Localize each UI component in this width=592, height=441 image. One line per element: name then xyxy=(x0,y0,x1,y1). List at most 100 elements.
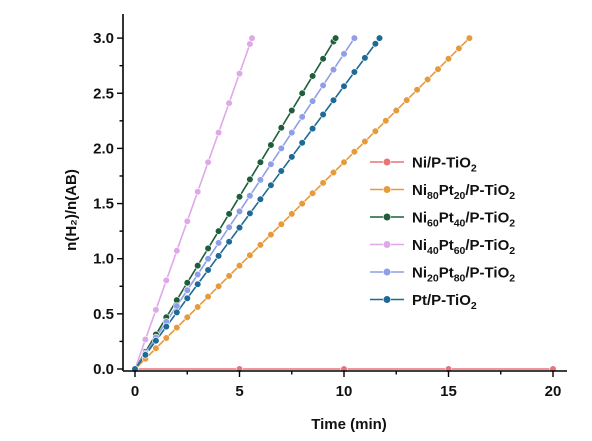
x-tick-label: 15 xyxy=(440,383,457,400)
point-ni80pt20-p-tio2 xyxy=(194,303,202,311)
point-pt-p-tio2 xyxy=(162,323,170,331)
series-line-ni20pt80-p-tio2 xyxy=(134,37,356,370)
point-ni60pt40-p-tio2 xyxy=(256,158,265,166)
legend-label-part: 20 xyxy=(454,190,466,202)
point-ni60pt40-p-tio2 xyxy=(215,227,223,235)
point-ni60pt40-p-tio2 xyxy=(246,175,254,183)
point-ni80pt20-p-tio2 xyxy=(350,148,359,156)
point-pt-p-tio2 xyxy=(204,266,212,274)
point-pt-p-tio2 xyxy=(319,110,327,119)
legend-label-ni-p-tio2: Ni/P-TiO2 xyxy=(412,155,477,175)
y-tick-label: 0.5 xyxy=(93,306,114,323)
legend-label-part: Ni xyxy=(412,265,427,282)
y-tick-label: 1.0 xyxy=(93,251,114,268)
point-ni40pt60-p-tio2 xyxy=(194,188,202,196)
point-ni20pt80-p-tio2 xyxy=(309,97,317,105)
point-ni80pt20-p-tio2 xyxy=(361,137,369,146)
legend-marker-ni20pt80-p-tio2 xyxy=(382,267,392,277)
point-pt-p-tio2 xyxy=(246,209,254,217)
legend-label-pt-p-tio2: Pt/P-TiO2 xyxy=(412,292,477,312)
legend-label-ni80pt20-p-tio2: Ni80Pt20/P-TiO2 xyxy=(412,182,515,202)
point-ni60pt40-p-tio2 xyxy=(235,193,244,201)
point-pt-p-tio2 xyxy=(267,181,275,189)
point-ni60pt40-p-tio2 xyxy=(267,141,275,149)
point-ni80pt20-p-tio2 xyxy=(152,344,160,352)
point-ni80pt20-p-tio2 xyxy=(298,200,306,208)
legend-label-part: 2 xyxy=(471,163,477,175)
point-ni80pt20-p-tio2 xyxy=(424,75,432,84)
point-pt-p-tio2 xyxy=(375,34,384,42)
point-pt-p-tio2 xyxy=(298,139,306,147)
tick-marks: 0 5 10 15 20 0.0 0.5 1.0 1.5 2.0 2.5 3.0 xyxy=(93,30,561,400)
legend-label-part: /P-TiO xyxy=(465,210,509,227)
point-ni80pt20-p-tio2 xyxy=(434,65,442,73)
legend-label-part: /P-TiO xyxy=(465,182,509,199)
point-ni40pt60-p-tio2 xyxy=(152,306,160,314)
y-tick-label: 2.5 xyxy=(93,85,114,102)
point-ni20pt80-p-tio2 xyxy=(235,207,244,215)
point-ni40pt60-p-tio2 xyxy=(162,276,170,285)
legend-marker-ni-p-tio2 xyxy=(382,157,392,167)
point-ni80pt20-p-tio2 xyxy=(392,106,400,115)
legend-label-part: 80 xyxy=(427,190,439,202)
point-pt-p-tio2 xyxy=(152,337,160,345)
point-pt-p-tio2 xyxy=(183,294,191,302)
point-ni20pt80-p-tio2 xyxy=(246,192,254,200)
point-pt-p-tio2 xyxy=(329,96,338,104)
y-tick-label: 0.0 xyxy=(93,361,114,378)
x-axis-title: Time (min) xyxy=(311,416,387,433)
legend-label-part: /P-TiO xyxy=(427,155,471,172)
point-pt-p-tio2 xyxy=(288,153,296,161)
x-tick-label: 0 xyxy=(131,383,139,400)
legend-label-part: /P-TiO xyxy=(465,237,509,254)
point-ni60pt40-p-tio2 xyxy=(309,72,317,80)
point-ni80pt20-p-tio2 xyxy=(277,220,285,228)
point-ni60pt40-p-tio2 xyxy=(319,55,327,63)
y-tick-label: 1.5 xyxy=(93,196,114,213)
x-tick-label: 5 xyxy=(235,383,243,400)
series-line-ni40pt60-p-tio2 xyxy=(134,37,253,370)
point-ni20pt80-p-tio2 xyxy=(350,34,359,42)
point-pt-p-tio2 xyxy=(309,125,317,133)
point-ni80pt20-p-tio2 xyxy=(173,324,181,332)
point-pt-p-tio2 xyxy=(340,82,348,90)
legend-label-part: Ni xyxy=(412,210,427,227)
x-tick-label: 20 xyxy=(545,383,562,400)
point-ni60pt40-p-tio2 xyxy=(288,106,296,115)
point-ni20pt80-p-tio2 xyxy=(256,176,265,184)
point-ni80pt20-p-tio2 xyxy=(215,282,223,290)
point-ni20pt80-p-tio2 xyxy=(183,286,191,294)
point-ni80pt20-p-tio2 xyxy=(183,313,191,321)
point-ni80pt20-p-tio2 xyxy=(413,86,421,94)
point-ni80pt20-p-tio2 xyxy=(403,96,411,104)
point-ni60pt40-p-tio2 xyxy=(204,244,212,252)
point-ni20pt80-p-tio2 xyxy=(204,255,212,263)
point-ni20pt80-p-tio2 xyxy=(267,160,275,168)
point-pt-p-tio2 xyxy=(194,280,202,288)
legend-label-part: 40 xyxy=(427,245,439,257)
legend-label-part: 2 xyxy=(509,245,515,257)
legend-label-part: Pt xyxy=(439,237,454,254)
legend-label-part: Ni xyxy=(412,155,427,172)
point-ni40pt60-p-tio2 xyxy=(235,69,244,78)
point-pt-p-tio2 xyxy=(350,68,359,76)
point-ni80pt20-p-tio2 xyxy=(246,251,254,259)
point-pt-p-tio2 xyxy=(361,54,369,62)
point-ni80pt20-p-tio2 xyxy=(225,272,233,280)
point-pt-p-tio2 xyxy=(256,195,265,203)
point-ni20pt80-p-tio2 xyxy=(319,81,327,89)
point-ni20pt80-p-tio2 xyxy=(298,113,306,121)
point-ni60pt40-p-tio2 xyxy=(332,34,340,42)
point-ni80pt20-p-tio2 xyxy=(444,55,453,63)
point-ni20pt80-p-tio2 xyxy=(194,270,202,279)
point-pt-p-tio2 xyxy=(371,40,380,48)
point-pt-p-tio2 xyxy=(141,351,149,359)
point-ni80pt20-p-tio2 xyxy=(371,127,380,135)
point-ni40pt60-p-tio2 xyxy=(215,129,223,137)
legend-label-part: /P-TiO xyxy=(427,292,471,309)
y-tick-label: 3.0 xyxy=(93,30,114,47)
point-ni80pt20-p-tio2 xyxy=(267,231,275,239)
point-ni40pt60-p-tio2 xyxy=(204,158,212,166)
point-ni20pt80-p-tio2 xyxy=(225,223,233,231)
point-ni80pt20-p-tio2 xyxy=(319,179,327,187)
